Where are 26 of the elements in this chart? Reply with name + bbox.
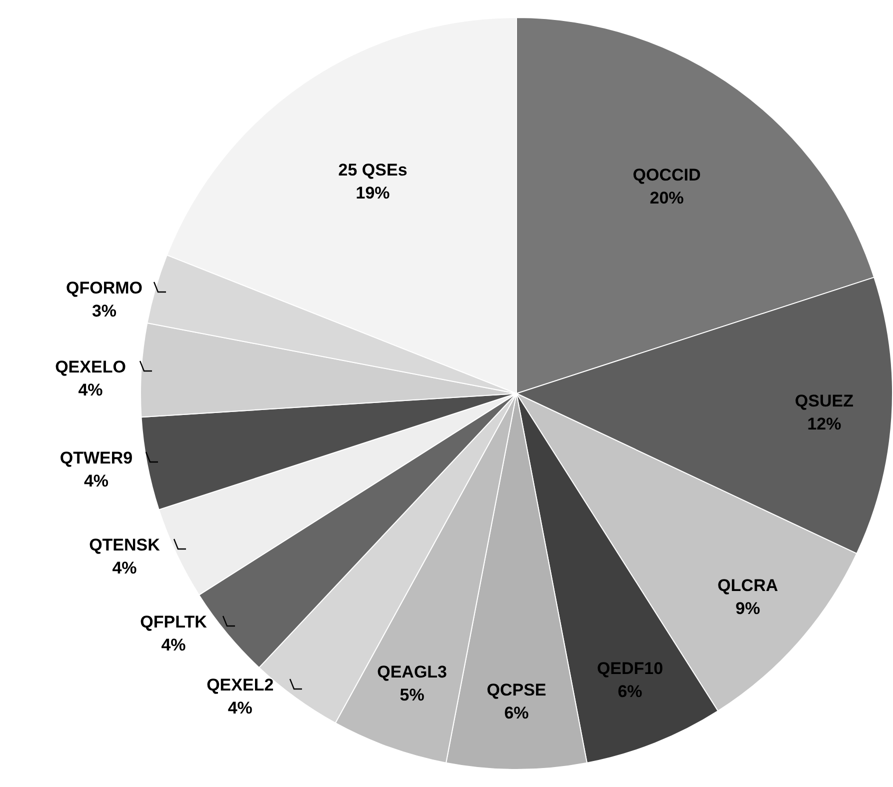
data-label: 19% [356, 184, 390, 203]
data-label: 20% [650, 188, 684, 208]
slice-label: QTWER9 [60, 448, 133, 468]
slice-label: 25 QSEs [338, 160, 408, 180]
slice-label: QOCCID [632, 165, 701, 184]
slice-label: QTENSK [89, 535, 161, 554]
data-label: 5% [400, 685, 424, 704]
slice-label: QCPSE [486, 680, 546, 700]
data-label: 4% [112, 558, 137, 578]
data-label: 12% [807, 414, 842, 434]
slice-label: QSUEZ [794, 392, 854, 411]
data-label: 6% [618, 682, 642, 701]
data-label: 9% [735, 599, 760, 618]
slice-label: QLCRA [718, 576, 778, 596]
slice-label: QFPLTK [140, 612, 208, 632]
data-label: 4% [84, 472, 109, 491]
data-label: 4% [228, 698, 252, 718]
data-label: 3% [92, 301, 117, 320]
slice-label: QEDF10 [596, 658, 664, 678]
slice-label: QFORMO [66, 278, 143, 298]
slice-label: QEXEL2 [206, 675, 274, 694]
slice-label: QEAGL3 [377, 662, 448, 682]
data-label: 4% [78, 380, 103, 400]
slice-label: QEXELO [55, 357, 126, 376]
data-label: 6% [504, 704, 529, 723]
data-label: 4% [161, 636, 186, 655]
